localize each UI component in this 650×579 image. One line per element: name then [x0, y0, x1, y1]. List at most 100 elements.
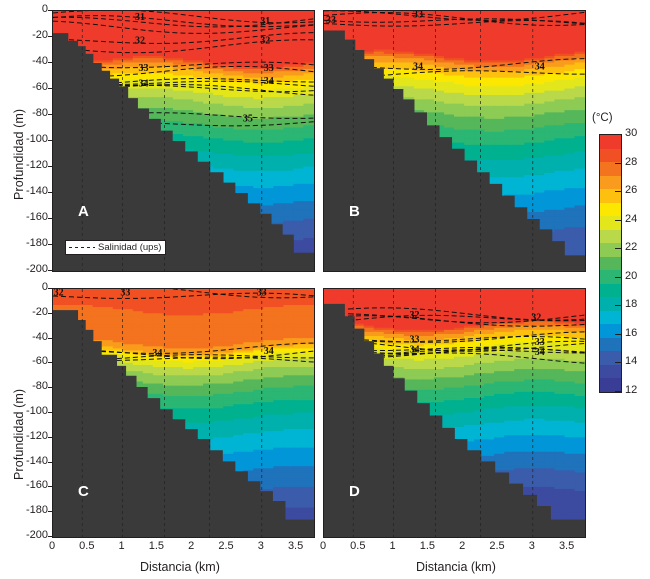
temperature-cell: [92, 17, 104, 21]
temperature-cell: [112, 56, 124, 60]
temperature-cell: [524, 58, 536, 62]
temperature-cell: [283, 86, 295, 90]
temperature-cell: [464, 71, 476, 75]
temperature-cell: [102, 43, 114, 47]
temperature-cell: [213, 129, 225, 134]
temperature-cell: [494, 142, 506, 147]
temperature-cell: [574, 58, 585, 62]
temperature-cell: [303, 12, 314, 17]
temperature-cell: [363, 51, 375, 56]
temperature-cell: [62, 17, 74, 21]
temperature-cell: [454, 131, 466, 136]
temperature-cell: [303, 36, 314, 40]
temperature-cell: [554, 114, 566, 118]
temperature-cell: [574, 136, 585, 140]
temperature-cell: [273, 131, 285, 136]
temperature-cell: [484, 75, 496, 79]
temperature-cell: [333, 27, 345, 32]
temperature-cell: [403, 82, 416, 86]
temperature-cell: [253, 131, 265, 136]
temperature-cell: [443, 125, 456, 129]
temperature-cell: [303, 207, 314, 212]
temperature-cell: [303, 114, 314, 118]
temperature-cell: [203, 142, 215, 147]
temperature-cell: [253, 40, 265, 45]
temperature-cell: [303, 82, 314, 86]
temperature-cell: [494, 36, 506, 40]
temperature-cell: [554, 121, 566, 125]
temperature-cell: [273, 166, 285, 170]
temperature-cell: [393, 84, 406, 88]
panel-B[interactable]: 33 33 34 34: [323, 10, 586, 272]
temperature-cell: [574, 77, 585, 82]
temperature-cell: [253, 99, 265, 103]
temperature-cell: [514, 155, 526, 160]
temperature-cell: [243, 123, 255, 127]
temperature-cell: [253, 190, 265, 194]
temperature-cell: [534, 112, 546, 116]
temperature-cell: [283, 170, 295, 175]
temperature-cell: [213, 144, 225, 149]
temperature-cell: [203, 105, 215, 110]
temperature-cell: [423, 45, 436, 49]
temperature-cell: [363, 23, 375, 27]
temperature-cell: [484, 142, 496, 147]
temperature-cell: [293, 34, 305, 38]
temperature-cell: [454, 14, 466, 19]
temperature-cell: [122, 62, 135, 66]
temperature-cell: [423, 30, 436, 34]
temperature-cell: [152, 114, 165, 118]
temperature-cell: [504, 43, 516, 47]
temperature-cell: [474, 11, 486, 14]
temperature-cell: [303, 173, 314, 177]
temperature-cell: [474, 151, 486, 155]
temperature-cell: [183, 84, 195, 88]
temperature-cell: [223, 153, 235, 157]
temperature-cell: [544, 43, 556, 47]
temperature-cell: [524, 129, 536, 134]
temperature-cell: [484, 151, 496, 155]
temperature-cell: [383, 38, 395, 43]
temperature-cell: [193, 49, 205, 53]
temperature-cell: [172, 116, 185, 121]
temperature-cell: [213, 21, 225, 25]
temperature-cell: [193, 105, 205, 110]
temperature-cell: [263, 201, 275, 205]
salinity-contour-label: 33: [138, 63, 148, 74]
temperature-cell: [283, 153, 295, 157]
temperature-cell: [474, 101, 486, 105]
temperature-cell: [203, 108, 215, 112]
temperature-cell: [464, 38, 476, 43]
temperature-cell: [253, 84, 265, 88]
temperature-cell: [283, 127, 295, 131]
temperature-cell: [454, 114, 466, 118]
temperature-cell: [243, 157, 255, 162]
temperature-cell: [383, 75, 395, 79]
temperature-cell: [203, 95, 215, 99]
panel-A[interactable]: 31 31 32 32 33 33 34 34 35: [52, 10, 315, 272]
temperature-cell: [564, 151, 576, 155]
temperature-cell: [293, 179, 305, 183]
temperature-cell: [303, 235, 314, 240]
temperature-cell: [172, 97, 185, 101]
temperature-cell: [152, 116, 165, 121]
temperature-cell: [223, 45, 235, 49]
temperature-cell: [152, 38, 165, 43]
temperature-cell: [454, 25, 466, 30]
temperature-cell: [494, 105, 506, 110]
temperature-cell: [263, 205, 275, 209]
temperature-cell: [443, 90, 456, 95]
temperature-cell: [494, 110, 506, 114]
temperature-cell: [554, 75, 566, 79]
temperature-cell: [293, 73, 305, 77]
temperature-cell: [534, 147, 546, 151]
temperature-cell: [152, 34, 165, 38]
temperature-cell: [433, 103, 446, 108]
temperature-cell: [383, 53, 395, 58]
temperature-cell: [273, 201, 285, 205]
temperature-cell: [183, 19, 195, 23]
temperature-cell: [484, 62, 496, 66]
temperature-cell: [283, 114, 295, 118]
temperature-cell: [383, 21, 395, 25]
temperature-cell: [102, 60, 114, 64]
